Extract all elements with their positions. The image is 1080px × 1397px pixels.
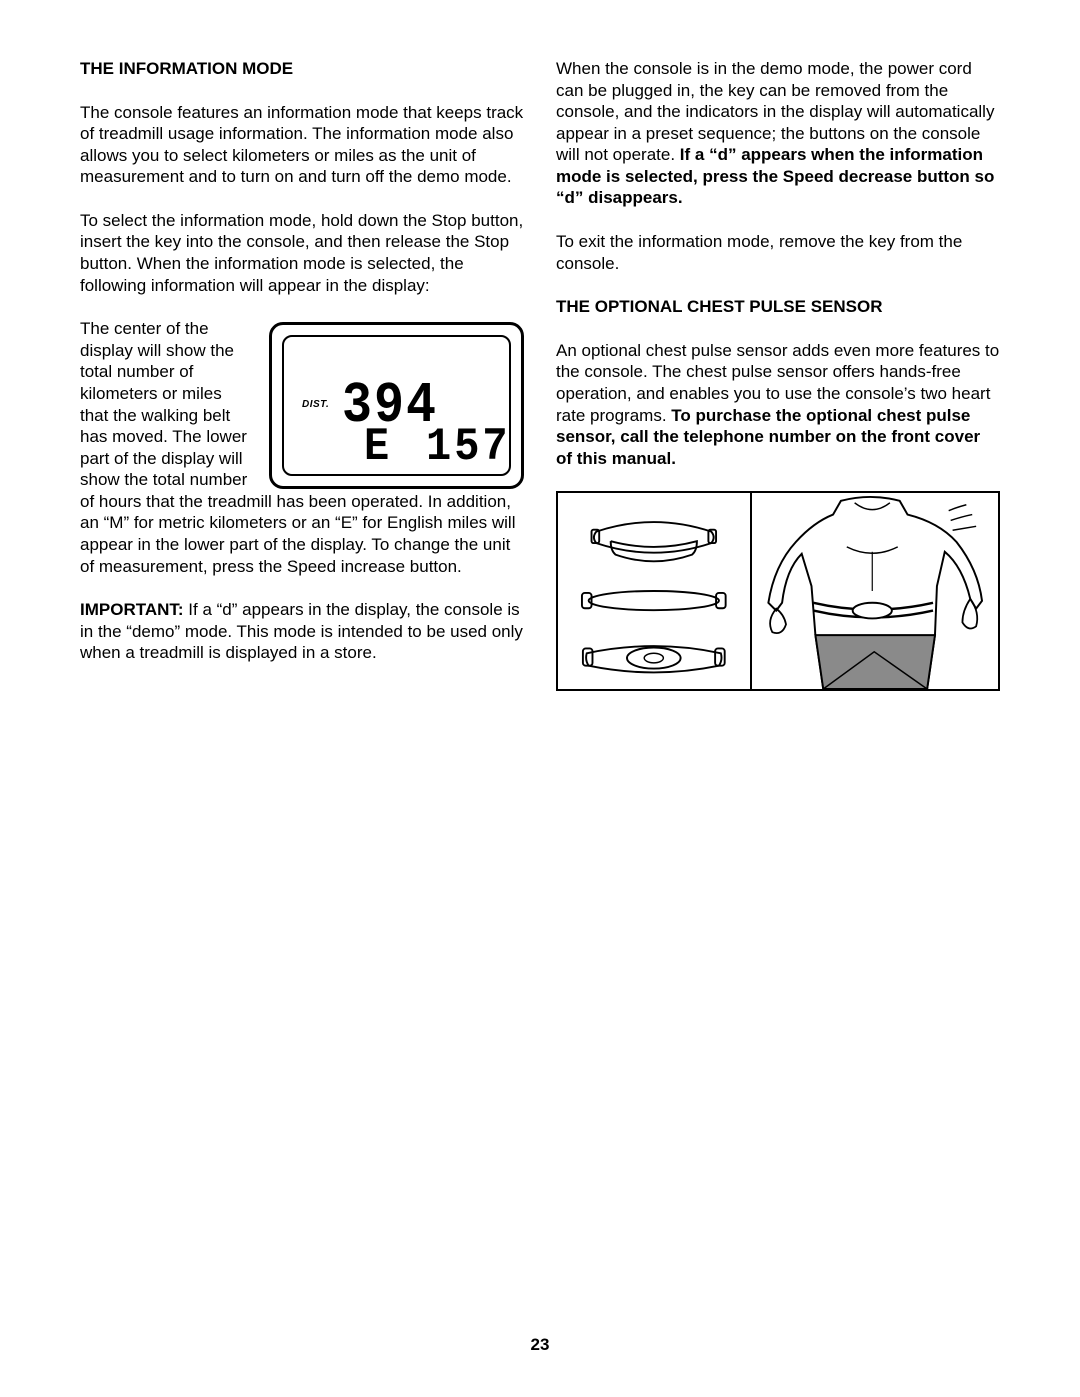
lcd-sub-value: 157 <box>426 419 511 478</box>
chest-sensor-figure <box>556 491 1000 691</box>
lcd-unit-letter: E <box>364 419 389 478</box>
paragraph: An optional chest pulse sensor adds even… <box>556 340 1000 469</box>
important-label: IMPORTANT: <box>80 600 184 619</box>
heading-information-mode: THE INFORMATION MODE <box>80 58 524 80</box>
left-column: THE INFORMATION MODE The console feature… <box>80 58 524 691</box>
sensor-strap-panel <box>558 493 752 689</box>
paragraph: To exit the information mode, remove the… <box>556 231 1000 274</box>
manual-page: THE INFORMATION MODE The console feature… <box>0 0 1080 691</box>
lcd-inner-frame: DIST. 394 E 157 <box>282 335 511 476</box>
strap-icon <box>558 493 750 689</box>
sensor-person-panel <box>752 493 998 689</box>
person-icon <box>752 493 998 689</box>
lcd-outer-frame: DIST. 394 E 157 <box>269 322 524 489</box>
right-column: When the console is in the demo mode, th… <box>556 58 1000 691</box>
heading-chest-sensor: THE OPTIONAL CHEST PULSE SENSOR <box>556 296 1000 318</box>
paragraph: To select the information mode, hold dow… <box>80 210 524 296</box>
paragraph: When the console is in the demo mode, th… <box>556 58 1000 209</box>
wrap-intro-text: The center of the display will show the … <box>80 319 247 489</box>
lcd-dist-label: DIST. <box>302 399 329 412</box>
lcd-main-value: 394 <box>342 370 438 443</box>
paragraph-important: IMPORTANT: If a “d” appears in the displ… <box>80 599 524 664</box>
display-description-block: DIST. 394 E 157 The center of the displa… <box>80 318 524 577</box>
paragraph: The console features an information mode… <box>80 102 524 188</box>
lcd-display-figure: DIST. 394 E 157 <box>269 322 524 489</box>
page-number: 23 <box>0 1335 1080 1355</box>
